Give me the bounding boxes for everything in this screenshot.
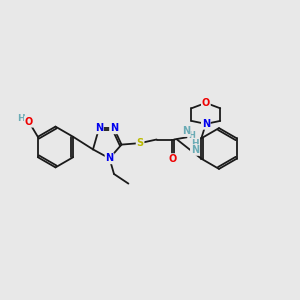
- Text: N: N: [202, 119, 210, 129]
- Text: N: N: [182, 126, 190, 136]
- Text: O: O: [169, 154, 177, 164]
- Text: H: H: [17, 114, 25, 123]
- Text: H: H: [191, 139, 199, 148]
- Text: N: N: [110, 123, 118, 134]
- Text: N: N: [95, 123, 103, 134]
- Text: O: O: [202, 98, 210, 108]
- Text: N: N: [191, 145, 199, 155]
- Text: S: S: [136, 138, 144, 148]
- Text: H: H: [188, 130, 195, 140]
- Text: N: N: [105, 153, 114, 164]
- Text: O: O: [25, 117, 33, 127]
